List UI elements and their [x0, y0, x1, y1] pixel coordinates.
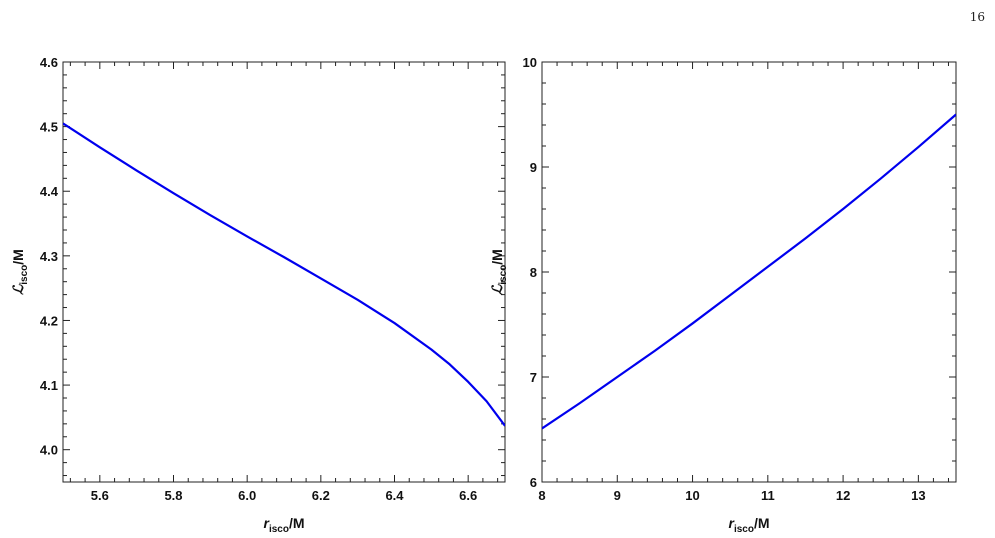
- series-line-1: [63, 122, 505, 427]
- y-axis-label: ℒisco/M: [10, 249, 30, 295]
- x-tick-label: 9: [614, 488, 621, 503]
- y-tick-label: 10: [523, 55, 537, 70]
- y-tick-label: 4.5: [40, 120, 58, 135]
- page-number: 16: [969, 10, 985, 24]
- x-axis-label: risco/M: [263, 515, 304, 535]
- x-tick-label: 6.0: [238, 488, 256, 503]
- y-axis-label: ℒisco/M: [489, 249, 509, 295]
- y-tick-label: 6: [530, 475, 537, 490]
- series-line-1: [542, 113, 956, 430]
- y-tick-label: 4.2: [40, 313, 58, 328]
- y-tick-label: 4.0: [40, 443, 58, 458]
- x-tick-label: 13: [911, 488, 925, 503]
- chart-panel-2: 8 9 10 11 12 13 6 7 8 9 10 risco/M ℒisco/M: [489, 55, 957, 535]
- y-tick-label: 8: [530, 265, 537, 280]
- x-tick-label: 6.2: [312, 488, 330, 503]
- plot-frame: [541, 61, 957, 483]
- y-tick-label: 4.4: [40, 184, 59, 199]
- x-tick-label: 6.6: [459, 488, 477, 503]
- plot-frame: [62, 61, 506, 483]
- y-tick-label: 4.6: [40, 55, 58, 70]
- x-tick-label: 5.8: [164, 488, 182, 503]
- y-tick-label: 9: [530, 160, 537, 175]
- x-tick-label: 12: [836, 488, 850, 503]
- x-tick-label: 5.6: [91, 488, 109, 503]
- x-tick-label: 6.4: [385, 488, 404, 503]
- y-tick-label: 7: [530, 370, 537, 385]
- chart-panel-1: 5.6 5.8 6.0 6.2 6.4 6.6 4.0 4.1 4.2 4.3 4.4 4.5 4.6 r…: [10, 55, 506, 535]
- x-axis-label: risco/M: [728, 515, 769, 535]
- x-tick-label: 10: [685, 488, 699, 503]
- x-tick-label: 8: [538, 488, 545, 503]
- x-tick-label: 11: [761, 488, 775, 503]
- y-tick-label: 4.1: [40, 378, 58, 393]
- y-tick-label: 4.3: [40, 249, 58, 264]
